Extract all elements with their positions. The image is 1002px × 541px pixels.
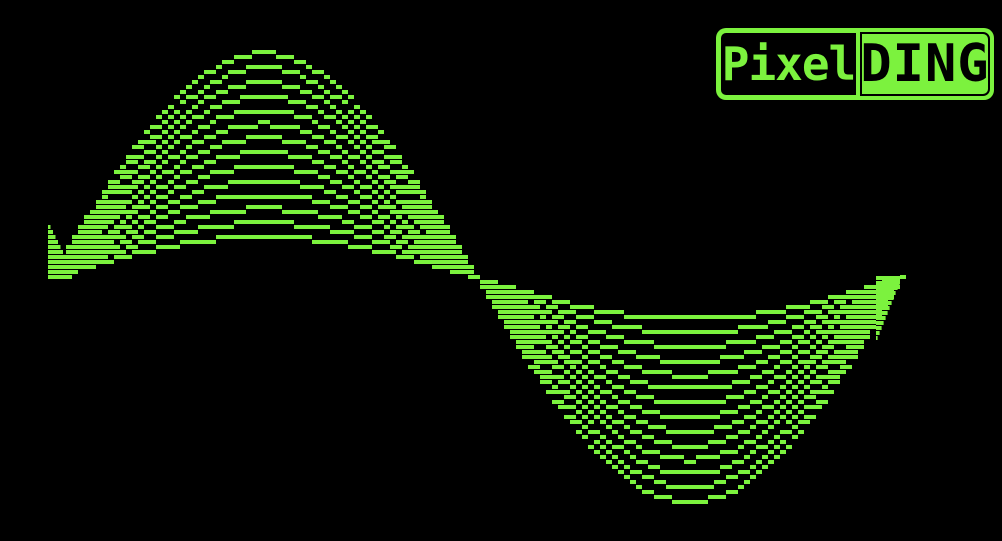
pixelding-logo: Pixel DING <box>716 28 994 100</box>
logo-pixel-text: Pixel <box>716 28 856 100</box>
logo-ding-text: DING <box>856 28 994 100</box>
